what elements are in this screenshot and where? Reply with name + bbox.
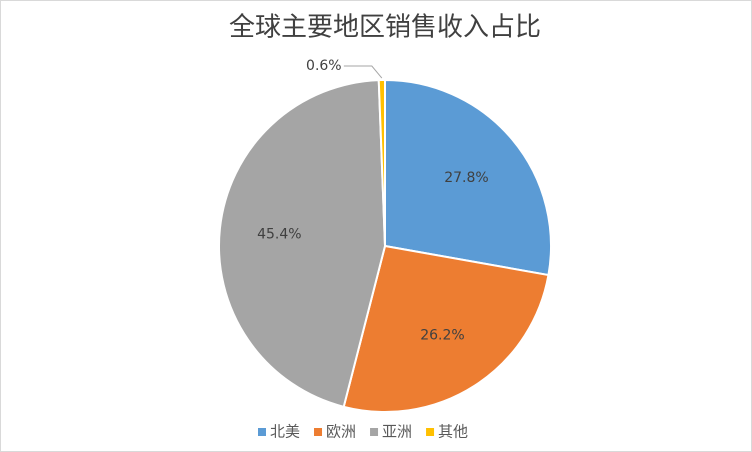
legend-swatch <box>370 428 379 436</box>
legend-label: 欧洲 <box>326 423 356 441</box>
chart-title: 全球主要地区销售收入占比 <box>229 13 541 43</box>
pie-slice <box>342 244 550 413</box>
pie-slice <box>377 78 386 247</box>
legend-swatch <box>314 428 323 436</box>
pie-slice <box>384 78 552 277</box>
legend-swatch <box>258 428 266 436</box>
legend-label: 其他 <box>438 423 468 441</box>
legend-swatch <box>426 428 435 436</box>
legend-label: 北美 <box>270 423 300 441</box>
data-label: 26.2% <box>420 327 464 343</box>
leader-line <box>343 65 383 79</box>
data-label: 27.8% <box>444 170 488 186</box>
data-label: 45.4% <box>257 227 301 243</box>
pie-slice <box>218 79 387 409</box>
legend-label: 亚洲 <box>382 423 412 441</box>
data-label: 0.6% <box>306 58 342 74</box>
